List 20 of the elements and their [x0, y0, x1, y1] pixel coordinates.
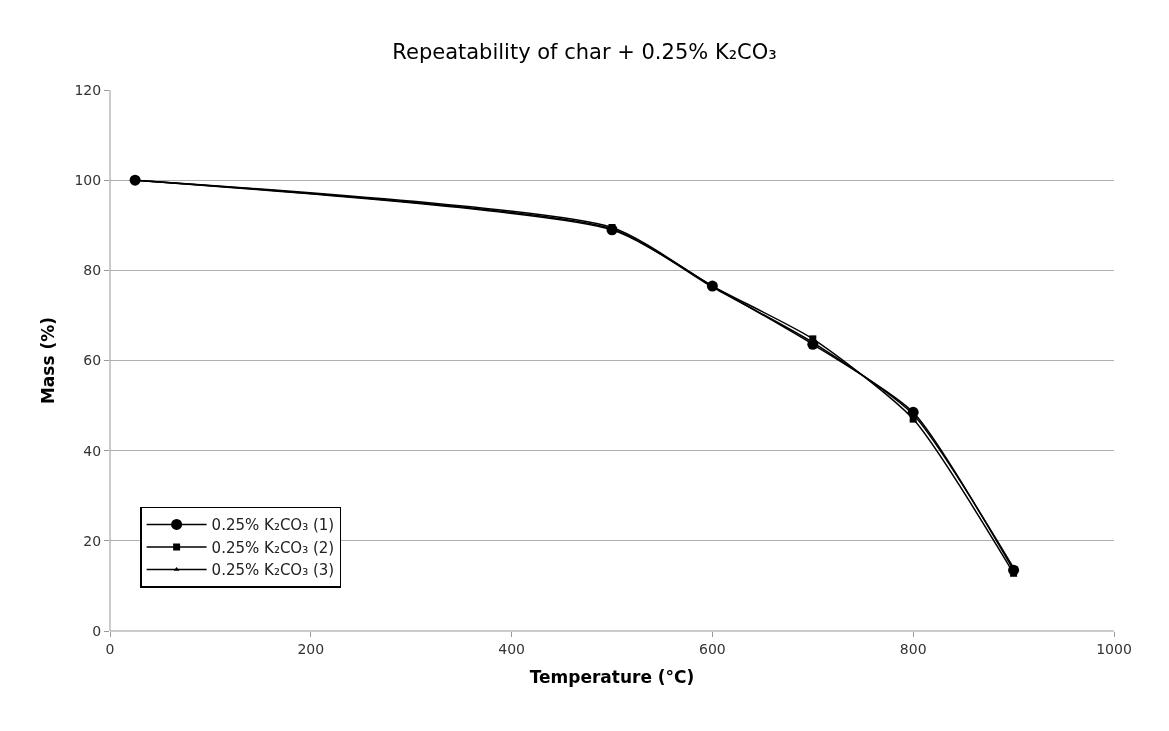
x-tick-label: 400: [498, 640, 525, 657]
x-tick-label: 0: [105, 640, 115, 657]
y-tick-label: 20: [83, 532, 102, 549]
x-tick-label: 1000: [1096, 640, 1132, 657]
x-tick-label: 600: [699, 640, 726, 657]
y-tick-label: 100: [74, 172, 102, 189]
point: [909, 415, 917, 423]
legend-label: 0.25% K₂CO₃ (1): [211, 516, 335, 535]
x-axis-title: Temperature (°C): [529, 667, 695, 688]
y-tick-label: 80: [83, 262, 102, 279]
y-tick-label: 60: [83, 352, 102, 369]
x-tick-label: 800: [899, 640, 927, 657]
chart-title: Repeatability of char + 0.25% K₂CO₃: [392, 39, 777, 64]
legend-label: 0.25% K₂CO₃ (2): [211, 538, 335, 557]
y-tick-label: 40: [83, 442, 102, 459]
y-tick-label: 0: [92, 622, 102, 639]
y-axis-title: Mass (%): [38, 316, 59, 405]
legend-label: 0.25% K₂CO₃ (3): [211, 561, 335, 580]
x-tick-label: 200: [297, 640, 325, 657]
y-tick-label: 120: [74, 81, 102, 98]
